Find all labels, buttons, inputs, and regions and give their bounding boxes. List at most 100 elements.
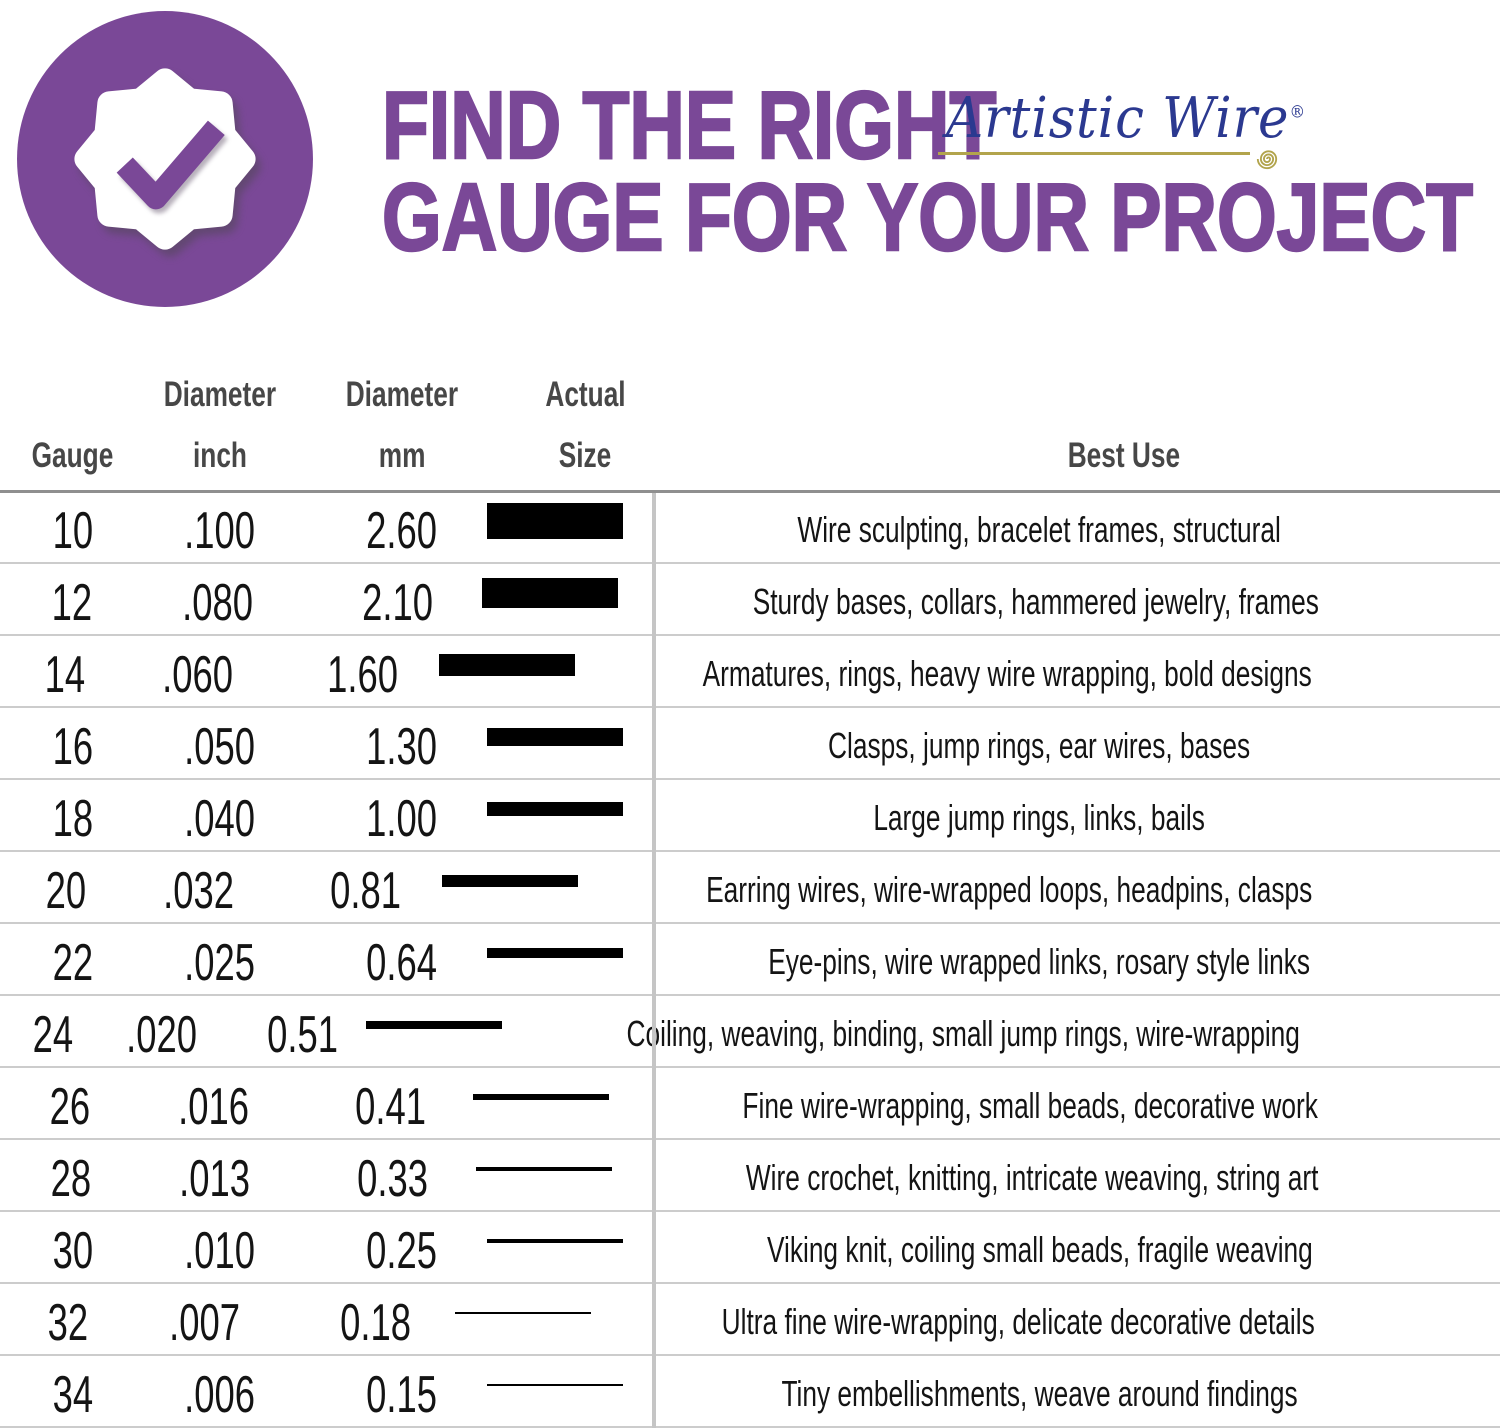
best-use-cell: Clasps, jump rings, ear wires, bases [655, 708, 1500, 778]
inch-value: .016 [177, 1078, 249, 1136]
inch-value: .032 [163, 862, 235, 920]
best-use-value: Sturdy bases, collars, hammered jewelry,… [753, 581, 1320, 622]
actual-size-cell [485, 1212, 655, 1282]
gauge-value: 24 [33, 1006, 74, 1064]
header-gauge: Gauge [31, 436, 114, 475]
diameter-inch-cell: .010 [145, 1212, 295, 1282]
inch-value: .100 [184, 502, 256, 560]
gauge-cell: 30 [0, 1212, 145, 1282]
best-use-cell: Tiny embellishments, weave around findin… [655, 1356, 1500, 1426]
table-row: 30 .010 0.25 Viking knit, coiling small bea… [0, 1212, 1500, 1284]
gauge-value: 22 [52, 934, 93, 992]
table-row: 14 .060 1.60 Armatures, rings, heavy wire w… [0, 636, 1500, 708]
diameter-mm-cell: 1.60 [264, 636, 437, 706]
column-divider [652, 492, 656, 1428]
best-use-cell: Viking knit, coiling small beads, fragil… [655, 1212, 1500, 1282]
table-row: 28 .013 0.33 Wire crochet, knitting, intric… [0, 1140, 1500, 1212]
registered-mark: ® [1289, 102, 1307, 123]
gauge-cell: 34 [0, 1356, 145, 1426]
best-use-cell: Wire crochet, knitting, intricate weavin… [640, 1140, 1500, 1210]
mm-value: 0.15 [366, 1366, 438, 1424]
gauge-value: 12 [51, 574, 92, 632]
gauge-value: 32 [47, 1294, 88, 1352]
logo-name: Artistic Wire [946, 86, 1290, 151]
inch-value: .020 [126, 1006, 198, 1064]
best-use-value: Wire crochet, knitting, intricate weavin… [745, 1157, 1319, 1198]
gauge-cell: 18 [0, 780, 145, 850]
diameter-mm-cell: 2.60 [295, 492, 485, 562]
diameter-mm-cell: 2.10 [292, 564, 480, 634]
inch-value: .040 [184, 790, 256, 848]
diameter-inch-cell: .016 [141, 1068, 286, 1138]
mm-value: 0.18 [340, 1294, 412, 1352]
best-use-cell: Fine wire-wrapping, small beads, decorat… [636, 1068, 1500, 1138]
gauge-cell: 20 [0, 852, 131, 922]
diameter-mm-cell: 0.18 [275, 1284, 454, 1354]
seal-shape [74, 68, 256, 250]
gauge-value: 26 [50, 1078, 91, 1136]
page-title-line1: FIND THE RIGHT [381, 72, 997, 179]
mm-value: 1.60 [327, 646, 399, 704]
table-row: 26 .016 0.41 Fine wire-wrapping, small bead… [0, 1068, 1500, 1140]
best-use-value: Fine wire-wrapping, small beads, decorat… [742, 1085, 1318, 1126]
table-row: 10 .100 2.60 Wire sculpting, bracelet frame… [0, 492, 1500, 564]
gauge-cell: 24 [0, 996, 107, 1066]
diameter-inch-cell: .032 [131, 852, 266, 922]
actual-size-cell [437, 636, 589, 706]
best-use-value: Coiling, weaving, binding, small jump ri… [626, 1013, 1300, 1054]
check-seal-icon [17, 11, 313, 307]
gauge-cell: 26 [0, 1068, 141, 1138]
diameter-inch-cell: .100 [145, 492, 295, 562]
inch-value: .006 [184, 1366, 256, 1424]
check-badge [14, 6, 316, 312]
wire-size-bar [487, 948, 623, 958]
best-use-value: Tiny embellishments, weave around findin… [781, 1373, 1298, 1414]
actual-size-cell [485, 780, 655, 850]
diameter-inch-cell: .050 [145, 708, 295, 778]
table-body: 10 .100 2.60 Wire sculpting, bracelet frame… [0, 492, 1500, 1428]
diameter-inch-cell: .007 [135, 1284, 275, 1354]
gauge-cell: 22 [0, 924, 145, 994]
logo-wordmark: Artistic Wire® [946, 86, 1306, 151]
wire-size-bar [487, 1383, 623, 1387]
actual-size-cell [474, 1140, 640, 1210]
header-diameter-inch-top: Diameter [163, 375, 277, 414]
diameter-inch-cell: .060 [130, 636, 264, 706]
header-spacer [655, 368, 1500, 422]
diameter-mm-cell: 0.81 [266, 852, 440, 922]
title-block: FIND THE RIGHT GAUGE FOR YOUR PROJECT [381, 72, 1500, 267]
mm-value: 0.41 [354, 1078, 426, 1136]
header-mm: mm [378, 436, 426, 475]
wire-size-bar [487, 727, 623, 747]
gauge-cell: 10 [0, 492, 145, 562]
gauge-cell: 14 [0, 636, 130, 706]
gauge-value: 20 [45, 862, 86, 920]
diameter-mm-cell: 1.00 [295, 780, 485, 850]
diameter-inch-cell: .080 [143, 564, 291, 634]
best-use-value: Large jump rings, links, bails [873, 797, 1206, 838]
wire-size-bar [365, 1021, 502, 1029]
header-size: Size [558, 436, 612, 475]
actual-size-cell [440, 852, 593, 922]
wire-size-bar [487, 801, 623, 817]
inch-value: .050 [184, 718, 256, 776]
best-use-value: Armatures, rings, heavy wire wrapping, b… [702, 653, 1312, 694]
diameter-mm-cell: 0.33 [288, 1140, 474, 1210]
gauge-value: 30 [52, 1222, 93, 1280]
gauge-cell: 16 [0, 708, 145, 778]
diameter-mm-cell: 0.64 [295, 924, 485, 994]
mm-value: 0.51 [267, 1006, 338, 1064]
diameter-inch-cell: .013 [141, 1140, 287, 1210]
inch-value: .010 [184, 1222, 256, 1280]
actual-size-cell [453, 1284, 611, 1354]
actual-size-cell [485, 708, 655, 778]
table-row: 12 .080 2.10 Sturdy bases, collars, hammere… [0, 564, 1500, 636]
mm-value: 1.30 [366, 718, 438, 776]
gauge-cell: 32 [0, 1284, 135, 1354]
wire-size-bar [487, 502, 623, 540]
inch-value: .060 [161, 646, 233, 704]
actual-size-cell [485, 492, 655, 562]
table-row: 34 .006 0.15 Tiny embellishments, weave aro… [0, 1356, 1500, 1428]
best-use-value: Eye-pins, wire wrapped links, rosary sty… [768, 941, 1311, 982]
table-row: 18 .040 1.00 Large jump rings, links, bails [0, 780, 1500, 852]
